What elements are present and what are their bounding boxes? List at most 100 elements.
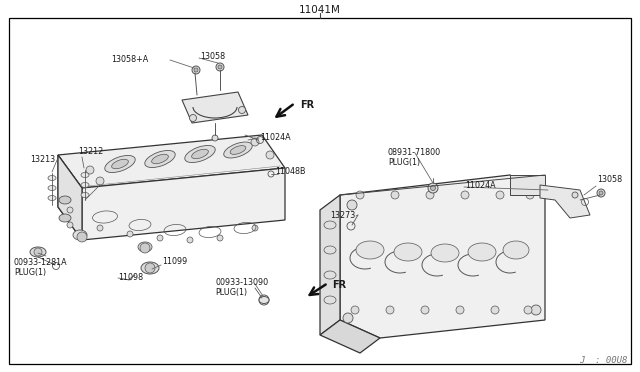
Polygon shape	[340, 175, 545, 338]
Ellipse shape	[324, 246, 336, 254]
Text: 11048B: 11048B	[275, 167, 305, 176]
Text: 13212: 13212	[78, 148, 103, 157]
Ellipse shape	[394, 243, 422, 261]
Ellipse shape	[105, 155, 135, 173]
Circle shape	[347, 200, 357, 210]
Circle shape	[192, 66, 200, 74]
Circle shape	[217, 235, 223, 241]
Text: 08931-71800
PLUG(1): 08931-71800 PLUG(1)	[388, 148, 441, 167]
Circle shape	[96, 177, 104, 185]
Ellipse shape	[324, 221, 336, 229]
Circle shape	[597, 189, 605, 197]
Text: 00933-1281A
PLUG(1): 00933-1281A PLUG(1)	[14, 258, 68, 278]
Circle shape	[216, 63, 224, 71]
Circle shape	[351, 306, 359, 314]
Text: 13213: 13213	[30, 155, 55, 164]
Ellipse shape	[230, 145, 246, 154]
Ellipse shape	[152, 154, 168, 164]
Circle shape	[431, 186, 435, 190]
Text: FR: FR	[300, 100, 314, 110]
Ellipse shape	[141, 262, 159, 274]
Circle shape	[531, 305, 541, 315]
Circle shape	[456, 306, 464, 314]
Circle shape	[67, 222, 73, 228]
Circle shape	[187, 237, 193, 243]
Circle shape	[212, 135, 218, 141]
Polygon shape	[320, 320, 380, 353]
Circle shape	[428, 183, 438, 193]
Circle shape	[189, 115, 196, 122]
Circle shape	[599, 191, 603, 195]
Circle shape	[529, 178, 539, 188]
Circle shape	[496, 191, 504, 199]
Circle shape	[86, 166, 94, 174]
Circle shape	[145, 263, 155, 273]
Polygon shape	[540, 185, 590, 218]
Text: 13058: 13058	[200, 52, 225, 61]
Ellipse shape	[48, 196, 56, 201]
Ellipse shape	[59, 196, 71, 204]
Circle shape	[266, 151, 274, 159]
Ellipse shape	[81, 183, 89, 187]
Circle shape	[252, 225, 258, 231]
Circle shape	[356, 191, 364, 199]
Circle shape	[77, 232, 87, 242]
Ellipse shape	[48, 186, 56, 190]
Text: 11024A: 11024A	[260, 132, 291, 141]
Circle shape	[34, 248, 42, 256]
Ellipse shape	[145, 150, 175, 167]
Text: 11041M: 11041M	[299, 5, 341, 15]
Circle shape	[386, 306, 394, 314]
Circle shape	[343, 313, 353, 323]
Circle shape	[127, 231, 133, 237]
Ellipse shape	[185, 145, 215, 163]
Polygon shape	[82, 168, 285, 240]
Ellipse shape	[224, 142, 252, 158]
Circle shape	[421, 306, 429, 314]
Ellipse shape	[468, 243, 496, 261]
Ellipse shape	[81, 173, 89, 177]
Ellipse shape	[191, 149, 209, 159]
Text: 13273: 13273	[330, 211, 355, 219]
Text: 11099: 11099	[162, 257, 188, 266]
Ellipse shape	[59, 214, 71, 222]
Circle shape	[572, 192, 578, 198]
Circle shape	[526, 191, 534, 199]
Ellipse shape	[138, 242, 152, 252]
Text: 11024A: 11024A	[465, 180, 495, 189]
Circle shape	[251, 138, 259, 146]
Ellipse shape	[324, 296, 336, 304]
Circle shape	[157, 235, 163, 241]
Text: 00933-13090
PLUG(1): 00933-13090 PLUG(1)	[215, 278, 268, 297]
Polygon shape	[58, 155, 82, 240]
Polygon shape	[58, 135, 285, 188]
Polygon shape	[320, 195, 340, 335]
Ellipse shape	[324, 271, 336, 279]
Circle shape	[97, 225, 103, 231]
Text: 11098: 11098	[118, 273, 143, 282]
Text: J  : 00U8: J : 00U8	[579, 356, 627, 365]
Text: 13058: 13058	[597, 176, 622, 185]
Circle shape	[239, 106, 246, 113]
Ellipse shape	[48, 176, 56, 180]
Circle shape	[140, 243, 150, 253]
Circle shape	[67, 207, 73, 213]
Circle shape	[194, 68, 198, 72]
Ellipse shape	[356, 241, 384, 259]
Circle shape	[426, 191, 434, 199]
Polygon shape	[510, 175, 545, 195]
Ellipse shape	[259, 296, 269, 304]
Ellipse shape	[431, 244, 459, 262]
Ellipse shape	[30, 247, 46, 257]
Ellipse shape	[111, 159, 129, 169]
Polygon shape	[182, 92, 248, 123]
Ellipse shape	[73, 230, 87, 240]
Circle shape	[491, 306, 499, 314]
Polygon shape	[58, 155, 82, 240]
Circle shape	[391, 191, 399, 199]
Circle shape	[461, 191, 469, 199]
Text: 13058+A: 13058+A	[111, 55, 148, 64]
Ellipse shape	[81, 192, 89, 198]
Text: FR: FR	[332, 280, 346, 290]
Circle shape	[218, 65, 222, 69]
